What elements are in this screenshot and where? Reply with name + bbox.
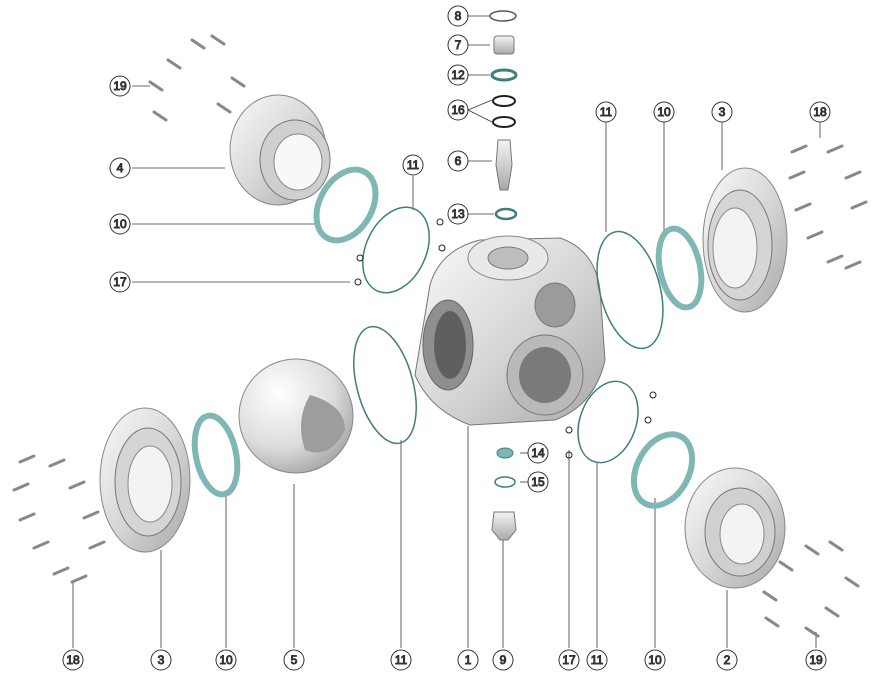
callout-1: 1 — [457, 649, 479, 671]
end-flanges — [99, 94, 788, 589]
flange-4 — [229, 94, 331, 206]
callout-17-left: 17 — [109, 271, 131, 293]
callout-10-left: 10 — [109, 213, 131, 235]
callout-4: 4 — [109, 157, 131, 179]
svg-text:3: 3 — [719, 105, 726, 119]
svg-text:4: 4 — [117, 161, 124, 175]
svg-text:2: 2 — [724, 653, 731, 667]
svg-text:11: 11 — [600, 105, 613, 119]
small-seals — [354, 218, 657, 459]
svg-text:1: 1 — [465, 653, 472, 667]
svg-text:6: 6 — [455, 154, 462, 168]
flange-2 — [684, 467, 786, 589]
svg-text:18: 18 — [66, 653, 80, 667]
callout-18-right: 18 — [809, 101, 831, 123]
callout-14: 14 — [527, 442, 549, 464]
callout-12: 12 — [447, 64, 469, 86]
svg-text:3: 3 — [158, 653, 165, 667]
svg-text:16: 16 — [451, 103, 465, 117]
callouts: 8 7 12 16 6 13 19 4 10 17 11 11 10 3 18 … — [62, 5, 831, 671]
svg-text:15: 15 — [531, 475, 545, 489]
svg-text:13: 13 — [451, 207, 465, 221]
callout-13: 13 — [447, 203, 469, 225]
valve-body-part — [414, 235, 606, 426]
callout-10-bottom-left: 10 — [215, 649, 237, 671]
svg-text:7: 7 — [455, 38, 462, 52]
bolts — [12, 34, 868, 638]
drain-parts — [491, 447, 517, 541]
callout-2: 2 — [716, 649, 738, 671]
flange-3-left — [99, 407, 191, 553]
callout-6: 6 — [447, 150, 469, 172]
svg-text:12: 12 — [451, 68, 465, 82]
leader-lines — [72, 15, 821, 648]
callout-16: 16 — [447, 99, 469, 121]
callout-11-upper-left: 11 — [402, 154, 424, 176]
svg-text:14: 14 — [531, 446, 545, 460]
svg-text:17: 17 — [562, 653, 576, 667]
svg-text:19: 19 — [809, 653, 823, 667]
svg-text:18: 18 — [813, 105, 827, 119]
callout-10-bottom-right: 10 — [644, 649, 666, 671]
callout-3-right: 3 — [711, 101, 733, 123]
svg-text:10: 10 — [657, 105, 671, 119]
svg-text:11: 11 — [395, 653, 408, 667]
svg-text:9: 9 — [500, 653, 507, 667]
svg-text:19: 19 — [113, 79, 127, 93]
flange-3-right — [702, 167, 788, 313]
svg-text:17: 17 — [113, 275, 127, 289]
callout-19-top: 19 — [109, 75, 131, 97]
callout-3-bottom: 3 — [150, 649, 172, 671]
o-rings — [353, 206, 664, 464]
callout-15: 15 — [527, 471, 549, 493]
callout-11-bottom-left: 11 — [390, 649, 412, 671]
callout-7: 7 — [447, 34, 469, 56]
seat-rings — [191, 166, 705, 509]
callout-8: 8 — [447, 5, 469, 27]
callout-17-bottom: 17 — [558, 649, 580, 671]
callout-11-upper-right: 11 — [595, 101, 617, 123]
svg-text:11: 11 — [407, 158, 420, 172]
callout-19-bottom: 19 — [805, 649, 827, 671]
svg-text:11: 11 — [591, 653, 604, 667]
callout-9: 9 — [492, 649, 514, 671]
svg-text:10: 10 — [219, 653, 233, 667]
stem-components — [489, 10, 518, 221]
callout-11-bottom-right: 11 — [586, 649, 608, 671]
callout-18-bottom: 18 — [62, 649, 84, 671]
svg-text:10: 10 — [113, 217, 127, 231]
callout-10-upper-right: 10 — [653, 101, 675, 123]
svg-text:8: 8 — [455, 9, 462, 23]
callout-5: 5 — [283, 649, 305, 671]
svg-text:10: 10 — [648, 653, 662, 667]
svg-text:5: 5 — [291, 653, 298, 667]
ball-part — [238, 358, 354, 474]
